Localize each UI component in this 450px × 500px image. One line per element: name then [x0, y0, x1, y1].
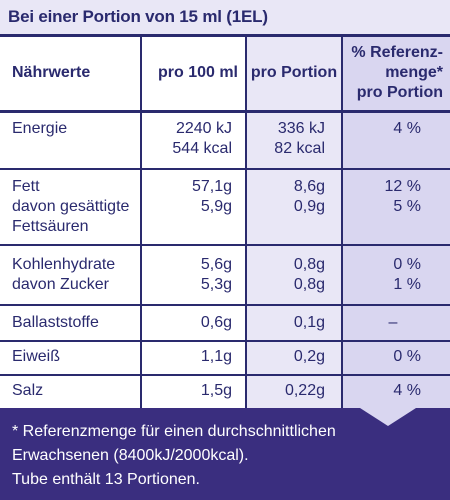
- energie-portion-kcal: 82 kcal: [274, 140, 325, 157]
- column-divider: [341, 34, 343, 409]
- row-label-salz: Salz: [12, 382, 44, 399]
- row-divider: [0, 110, 450, 113]
- energie-100-kcal: 544 kcal: [172, 140, 232, 157]
- row-label-ballaststoffe: Ballaststoffe: [12, 314, 99, 331]
- energie-100-kj: 2240 kJ: [175, 120, 232, 137]
- footnote-panel: * Referenzmenge für einen durchschnittli…: [0, 408, 450, 500]
- gesaettigte-ri: 5 %: [393, 198, 421, 215]
- portion-header: Bei einer Portion von 15 ml (1EL): [0, 0, 450, 34]
- column-divider: [140, 34, 142, 409]
- ballaststoffe-ri: –: [388, 314, 398, 331]
- footnote-line1: * Referenzmenge für einen durchschnittli…: [12, 423, 336, 440]
- header-per-100ml: pro 100 ml: [157, 64, 238, 81]
- header-per-portion: pro Portion: [250, 64, 338, 81]
- salz-portion: 0,22g: [284, 382, 325, 399]
- footnote-line3: Tube enthält 13 Portionen.: [12, 471, 200, 488]
- row-divider: [0, 340, 450, 342]
- row-label-kohlenhydrate: Kohlenhydrate: [12, 256, 116, 273]
- header-reference-line1: % Referenz-: [351, 44, 443, 61]
- salz-ri: 4 %: [393, 382, 421, 399]
- zucker-ri: 1 %: [393, 276, 421, 293]
- reference-column-bg: [342, 34, 450, 409]
- footnote-line2: Erwachsenen (8400kJ/2000kcal).: [12, 447, 249, 464]
- header-naehrwerte: Nährwerte: [12, 64, 91, 81]
- row-divider: [0, 304, 450, 306]
- kohlenhydrate-portion: 0,8g: [293, 256, 325, 273]
- row-divider: [0, 244, 450, 246]
- energie-portion-kj: 336 kJ: [277, 120, 325, 137]
- zucker-portion: 0,8g: [293, 276, 325, 293]
- zucker-100: 5,3g: [200, 276, 232, 293]
- ballaststoffe-portion: 0,1g: [293, 314, 325, 331]
- row-divider: [0, 168, 450, 170]
- eiweiss-portion: 0,2g: [293, 348, 325, 365]
- header-reference-line2: menge*: [385, 64, 443, 81]
- row-divider: [0, 34, 450, 37]
- fett-portion: 8,6g: [293, 178, 325, 195]
- eiweiss-100: 1,1g: [200, 348, 232, 365]
- row-label-zucker: davon Zucker: [12, 276, 109, 293]
- kohlenhydrate-ri: 0 %: [393, 256, 421, 273]
- ballaststoffe-100: 0,6g: [200, 314, 232, 331]
- eiweiss-ri: 0 %: [393, 348, 421, 365]
- salz-100: 1,5g: [200, 382, 232, 399]
- gesaettigte-portion: 0,9g: [293, 198, 325, 215]
- header-reference-line3: pro Portion: [356, 84, 443, 101]
- footnote-notch: [360, 408, 416, 426]
- fett-100: 57,1g: [191, 178, 232, 195]
- row-label-fettsaeuren: Fettsäuren: [12, 218, 89, 235]
- row-label-gesaettigte: davon gesättigte: [12, 198, 130, 215]
- kohlenhydrate-100: 5,6g: [200, 256, 232, 273]
- gesaettigte-100: 5,9g: [200, 198, 232, 215]
- row-label-fett: Fett: [12, 178, 40, 195]
- row-label-energie: Energie: [12, 120, 68, 137]
- row-divider: [0, 374, 450, 376]
- energie-ri: 4 %: [393, 120, 421, 137]
- fett-ri: 12 %: [384, 178, 421, 195]
- column-divider: [245, 34, 247, 409]
- per-portion-column-bg: [246, 34, 342, 409]
- row-label-eiweiss: Eiweiß: [12, 348, 61, 365]
